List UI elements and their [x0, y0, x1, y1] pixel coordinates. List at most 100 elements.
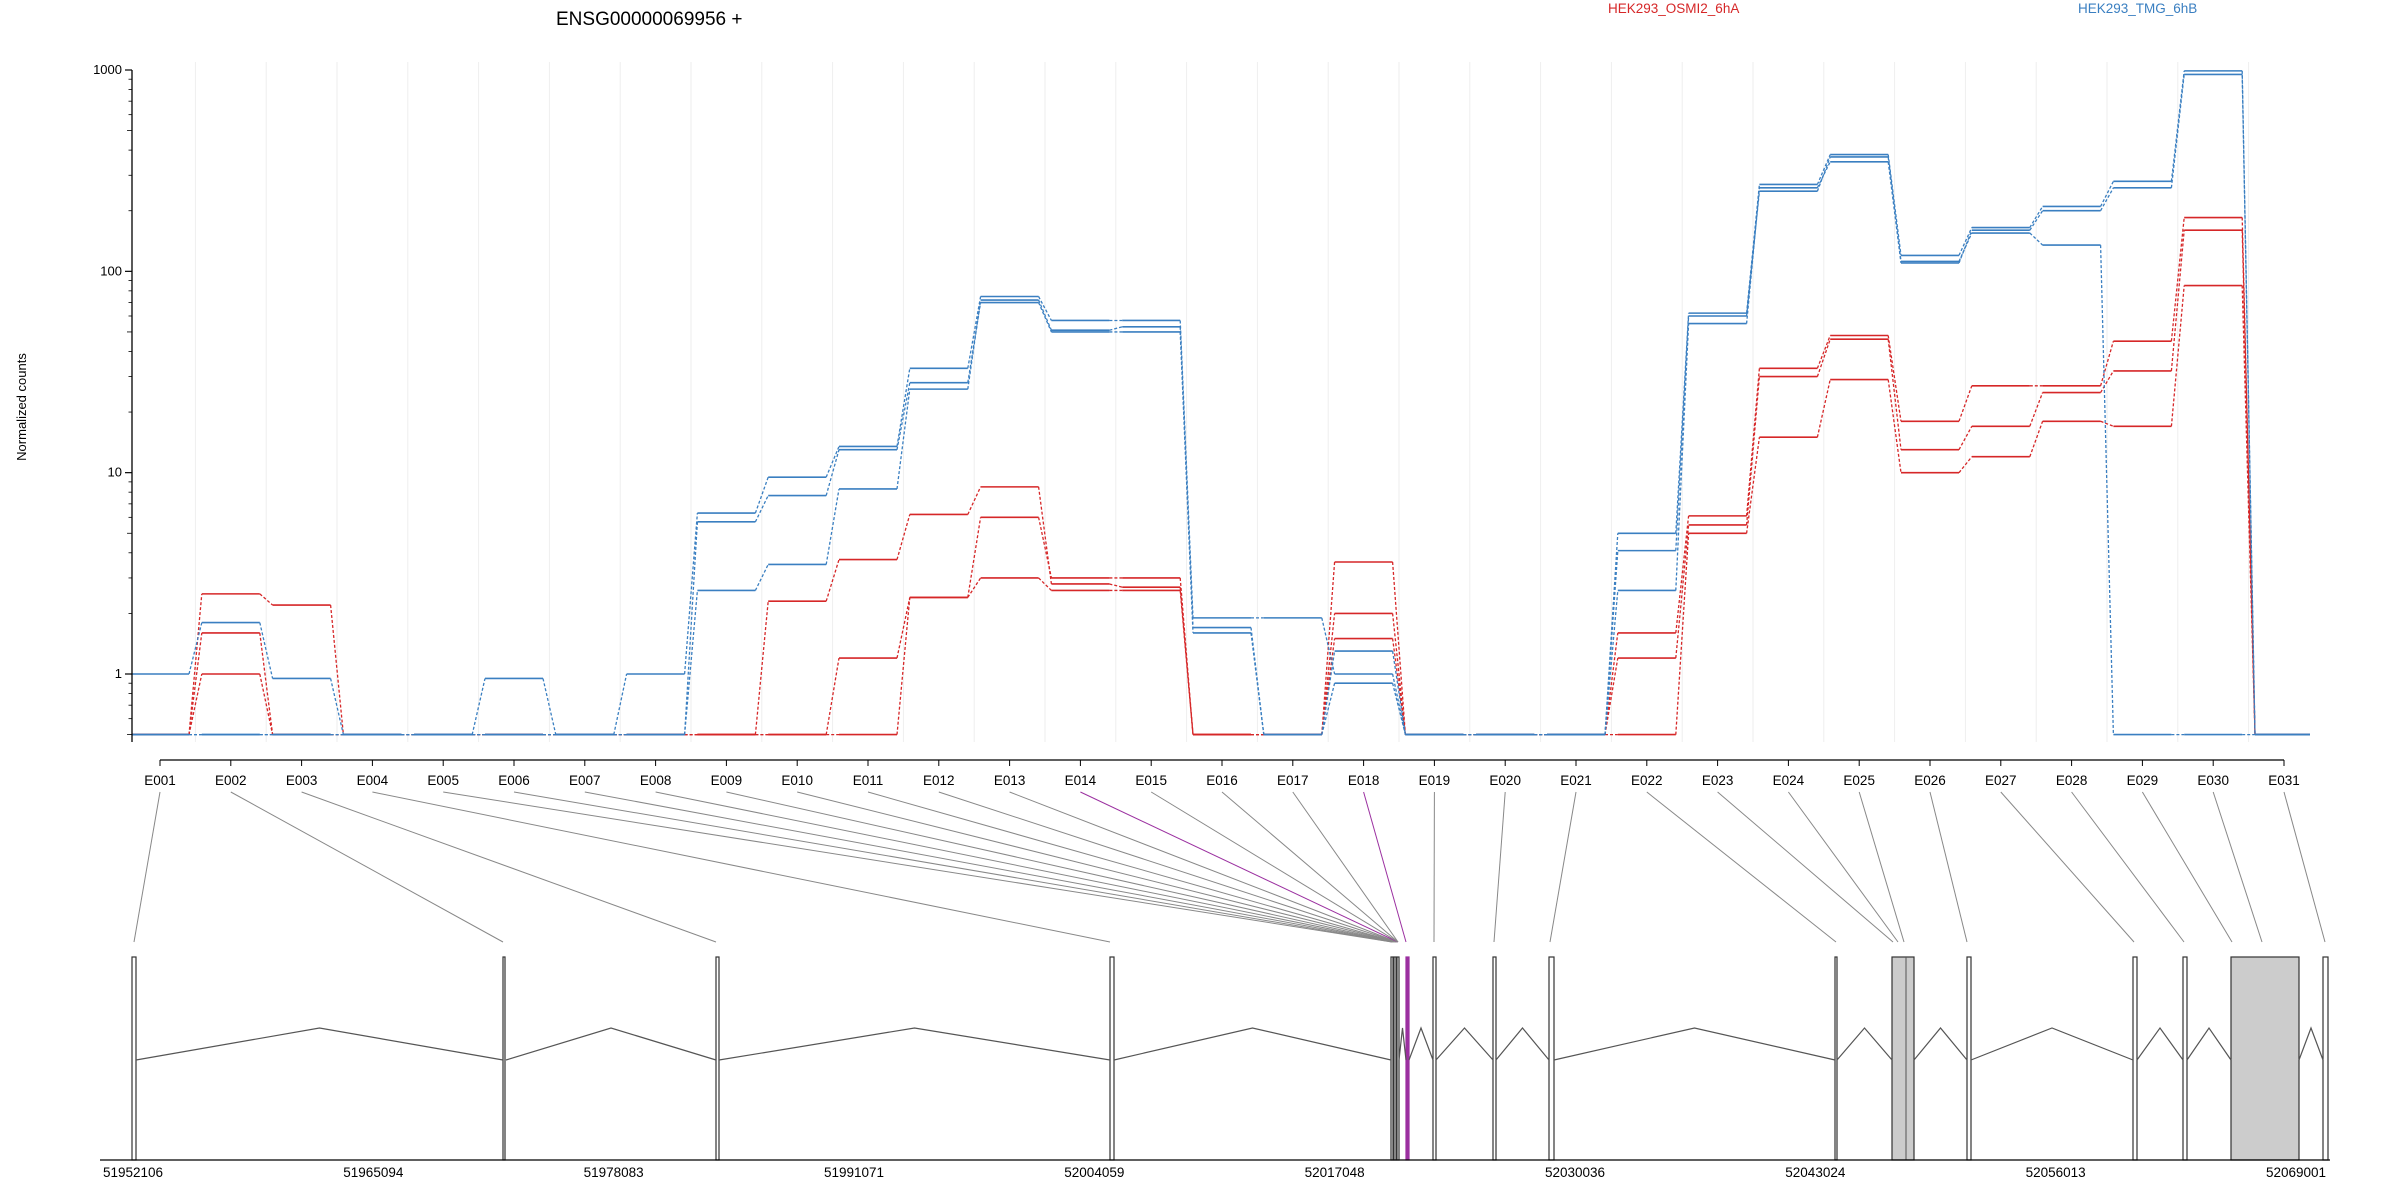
exon-label-E003: E003: [286, 773, 318, 788]
series-transition: [471, 678, 486, 735]
series-transition: [754, 476, 769, 514]
connector-E027: [2000, 791, 2135, 943]
genomic-tick-label: 52004059: [1064, 1165, 1124, 1180]
exon-label-E006: E006: [498, 773, 530, 788]
series-transition: [683, 513, 699, 675]
intron-chevron: [1495, 1027, 1550, 1061]
connector-E001: [133, 791, 161, 943]
series-transition: [1604, 550, 1619, 735]
series-transition: [1321, 683, 1336, 735]
connector-E018: [1363, 791, 1407, 943]
exon-label-E010: E010: [781, 773, 813, 788]
exon-label-E021: E021: [1560, 773, 1592, 788]
connector-E025: [1858, 791, 1905, 943]
series-transition: [188, 632, 203, 735]
series-transition: [1887, 335, 1902, 422]
series-transition: [1958, 227, 1973, 256]
intron-chevron: [1836, 1027, 1893, 1061]
connector-E029: [2141, 791, 2233, 943]
exon-box: [1109, 956, 1115, 1161]
exon-label-E016: E016: [1206, 773, 1238, 788]
series-transition: [188, 622, 203, 675]
exon-label-E022: E022: [1631, 773, 1663, 788]
series-transition: [2029, 210, 2044, 231]
exon-box: [1548, 956, 1555, 1161]
connector-E003: [301, 791, 717, 943]
connector-E008: [655, 791, 1395, 943]
series-transition: [1887, 156, 1902, 262]
exon-box: [1492, 956, 1497, 1161]
series-transition: [2100, 370, 2114, 393]
series-transition: [967, 517, 982, 598]
series-transition: [2170, 74, 2185, 188]
series-transition: [2029, 392, 2044, 427]
series-transition: [683, 521, 699, 735]
series-transition: [1958, 232, 1973, 262]
intron-chevron: [1113, 1027, 1392, 1061]
exon-label-E013: E013: [994, 773, 1026, 788]
series-transition: [1038, 299, 1052, 331]
exon-box: [715, 956, 720, 1161]
connector-E015: [1150, 791, 1399, 943]
series-transition: [1391, 683, 1407, 735]
series-transition: [1675, 315, 1690, 551]
series-a-1: [132, 216, 2310, 736]
series-transition: [1745, 191, 1761, 317]
series-transition: [825, 559, 840, 602]
intron-chevron: [135, 1027, 504, 1061]
series-transition: [967, 486, 982, 515]
connector-E021: [1549, 791, 1577, 943]
exon-label-E024: E024: [1773, 773, 1805, 788]
genomic-tick-label: 52056013: [2026, 1165, 2086, 1180]
connector-E011: [867, 791, 1397, 943]
vertical-gridlines: [194, 62, 2250, 742]
series-transition: [1179, 590, 1194, 735]
series-transition: [1038, 296, 1052, 321]
exon-box: [2132, 956, 2138, 1161]
series-transition: [1321, 613, 1336, 735]
exon-label-E031: E031: [2268, 773, 2300, 788]
series-transition: [1604, 590, 1619, 735]
series-transition: [542, 678, 557, 735]
connector-E012: [938, 791, 1398, 943]
connector-E009: [726, 791, 1396, 943]
series-transition: [1250, 627, 1265, 735]
series-transition: [1887, 379, 1902, 473]
series-transition: [1321, 650, 1336, 735]
genomic-tick-label: 51991071: [824, 1165, 884, 1180]
series-transition: [1958, 425, 1973, 451]
intron-chevron: [1553, 1027, 1836, 1061]
series-transition: [1816, 335, 1831, 369]
series-b-6: [132, 156, 2310, 736]
exon-axis: E001 E002 E003 E004 E005 E006 E007 E008 E009 E010…: [144, 759, 2300, 788]
series-transition: [329, 604, 345, 735]
series-transition: [825, 449, 840, 496]
genomic-tick-label: 51965094: [343, 1165, 404, 1180]
series-transition: [1958, 385, 1973, 422]
series-transition: [2241, 74, 2256, 735]
series-transition: [1745, 437, 1761, 534]
series-transition: [259, 593, 274, 606]
intron-chevron: [1435, 1027, 1494, 1061]
genomic-tick-label: 52069001: [2266, 1165, 2326, 1180]
gene-title: ENSG00000069956 +: [556, 9, 742, 30]
y-axis: 1 10 100 1000: [93, 62, 133, 742]
series-transition: [1179, 326, 1194, 628]
series-transition: [329, 678, 345, 735]
connector-E007: [584, 791, 1394, 943]
series-transition: [825, 488, 840, 565]
series-transition: [683, 590, 699, 735]
series-transition: [2170, 217, 2185, 342]
exon-box: [1405, 956, 1410, 1161]
series-transition: [1109, 583, 1123, 588]
series-transition: [896, 382, 911, 450]
series-transition: [1958, 456, 1973, 474]
series-transition: [2099, 340, 2115, 386]
connector-E016: [1221, 791, 1399, 943]
legend-label-tmg: HEK293_TMG_6hB: [2078, 1, 2197, 16]
exon-box: [1966, 956, 1972, 1161]
legend-label-osmi2: HEK293_OSMI2_6hA: [1608, 1, 1739, 16]
exon-label-E007: E007: [569, 773, 601, 788]
series-transition: [2100, 187, 2114, 212]
exon-label-E014: E014: [1065, 773, 1097, 788]
